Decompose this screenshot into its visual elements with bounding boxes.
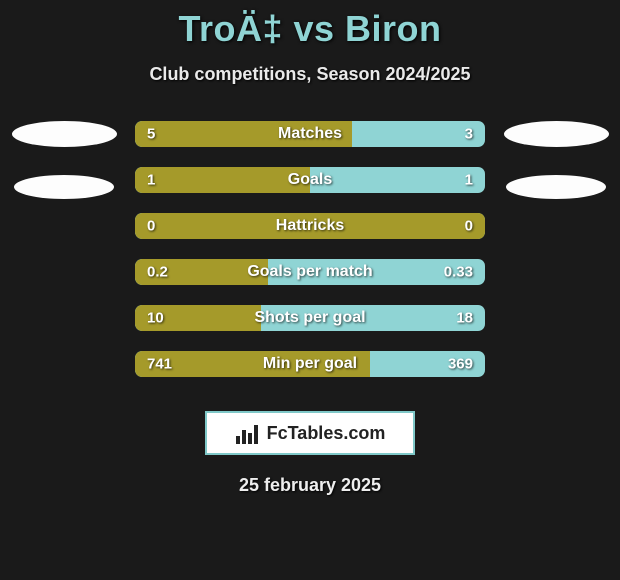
- bars-icon: [235, 422, 261, 444]
- stat-right-value: 1: [465, 172, 473, 189]
- right-player-column: [501, 121, 611, 199]
- generated-date: 25 february 2025: [0, 475, 620, 496]
- stat-label: Matches: [278, 125, 342, 143]
- stat-right-value: 3: [465, 126, 473, 143]
- stat-row-min-per-goal: 741 Min per goal 369: [135, 351, 485, 377]
- comparison-card: TroÄ‡ vs Biron Club competitions, Season…: [0, 0, 620, 496]
- stat-right-value: 18: [456, 310, 473, 327]
- page-subtitle: Club competitions, Season 2024/2025: [0, 64, 620, 85]
- left-player-badge-1: [12, 121, 117, 147]
- stat-right-value: 369: [448, 356, 473, 373]
- stat-label: Shots per goal: [254, 309, 365, 327]
- stat-left-value: 741: [147, 356, 172, 373]
- stat-left-value: 5: [147, 126, 155, 143]
- stat-row-hattricks: 0 Hattricks 0: [135, 213, 485, 239]
- stat-right-value: 0: [465, 218, 473, 235]
- stat-right-value: 0.33: [444, 264, 473, 281]
- fctables-logo-link[interactable]: FcTables.com: [205, 411, 415, 455]
- right-player-badge-2: [506, 175, 606, 199]
- stat-left-value: 10: [147, 310, 164, 327]
- stat-row-goals: 1 Goals 1: [135, 167, 485, 193]
- stat-row-goals-per-match: 0.2 Goals per match 0.33: [135, 259, 485, 285]
- stat-bars: 5 Matches 3 1 Goals 1 0 Hattricks 0 0.2 …: [135, 121, 485, 377]
- page-title: TroÄ‡ vs Biron: [0, 8, 620, 50]
- stat-left-value: 1: [147, 172, 155, 189]
- stat-left-value: 0: [147, 218, 155, 235]
- right-player-badge-1: [504, 121, 609, 147]
- stat-fill: [135, 167, 310, 193]
- logo-text: FcTables.com: [267, 423, 386, 444]
- left-player-badge-2: [14, 175, 114, 199]
- stat-row-shots-per-goal: 10 Shots per goal 18: [135, 305, 485, 331]
- stat-label: Min per goal: [263, 355, 357, 373]
- stat-left-value: 0.2: [147, 264, 168, 281]
- left-player-column: [9, 121, 119, 199]
- stat-label: Goals per match: [247, 263, 372, 281]
- stat-row-matches: 5 Matches 3: [135, 121, 485, 147]
- stat-label: Goals: [288, 171, 332, 189]
- stats-area: 5 Matches 3 1 Goals 1 0 Hattricks 0 0.2 …: [0, 121, 620, 377]
- stat-label: Hattricks: [276, 217, 344, 235]
